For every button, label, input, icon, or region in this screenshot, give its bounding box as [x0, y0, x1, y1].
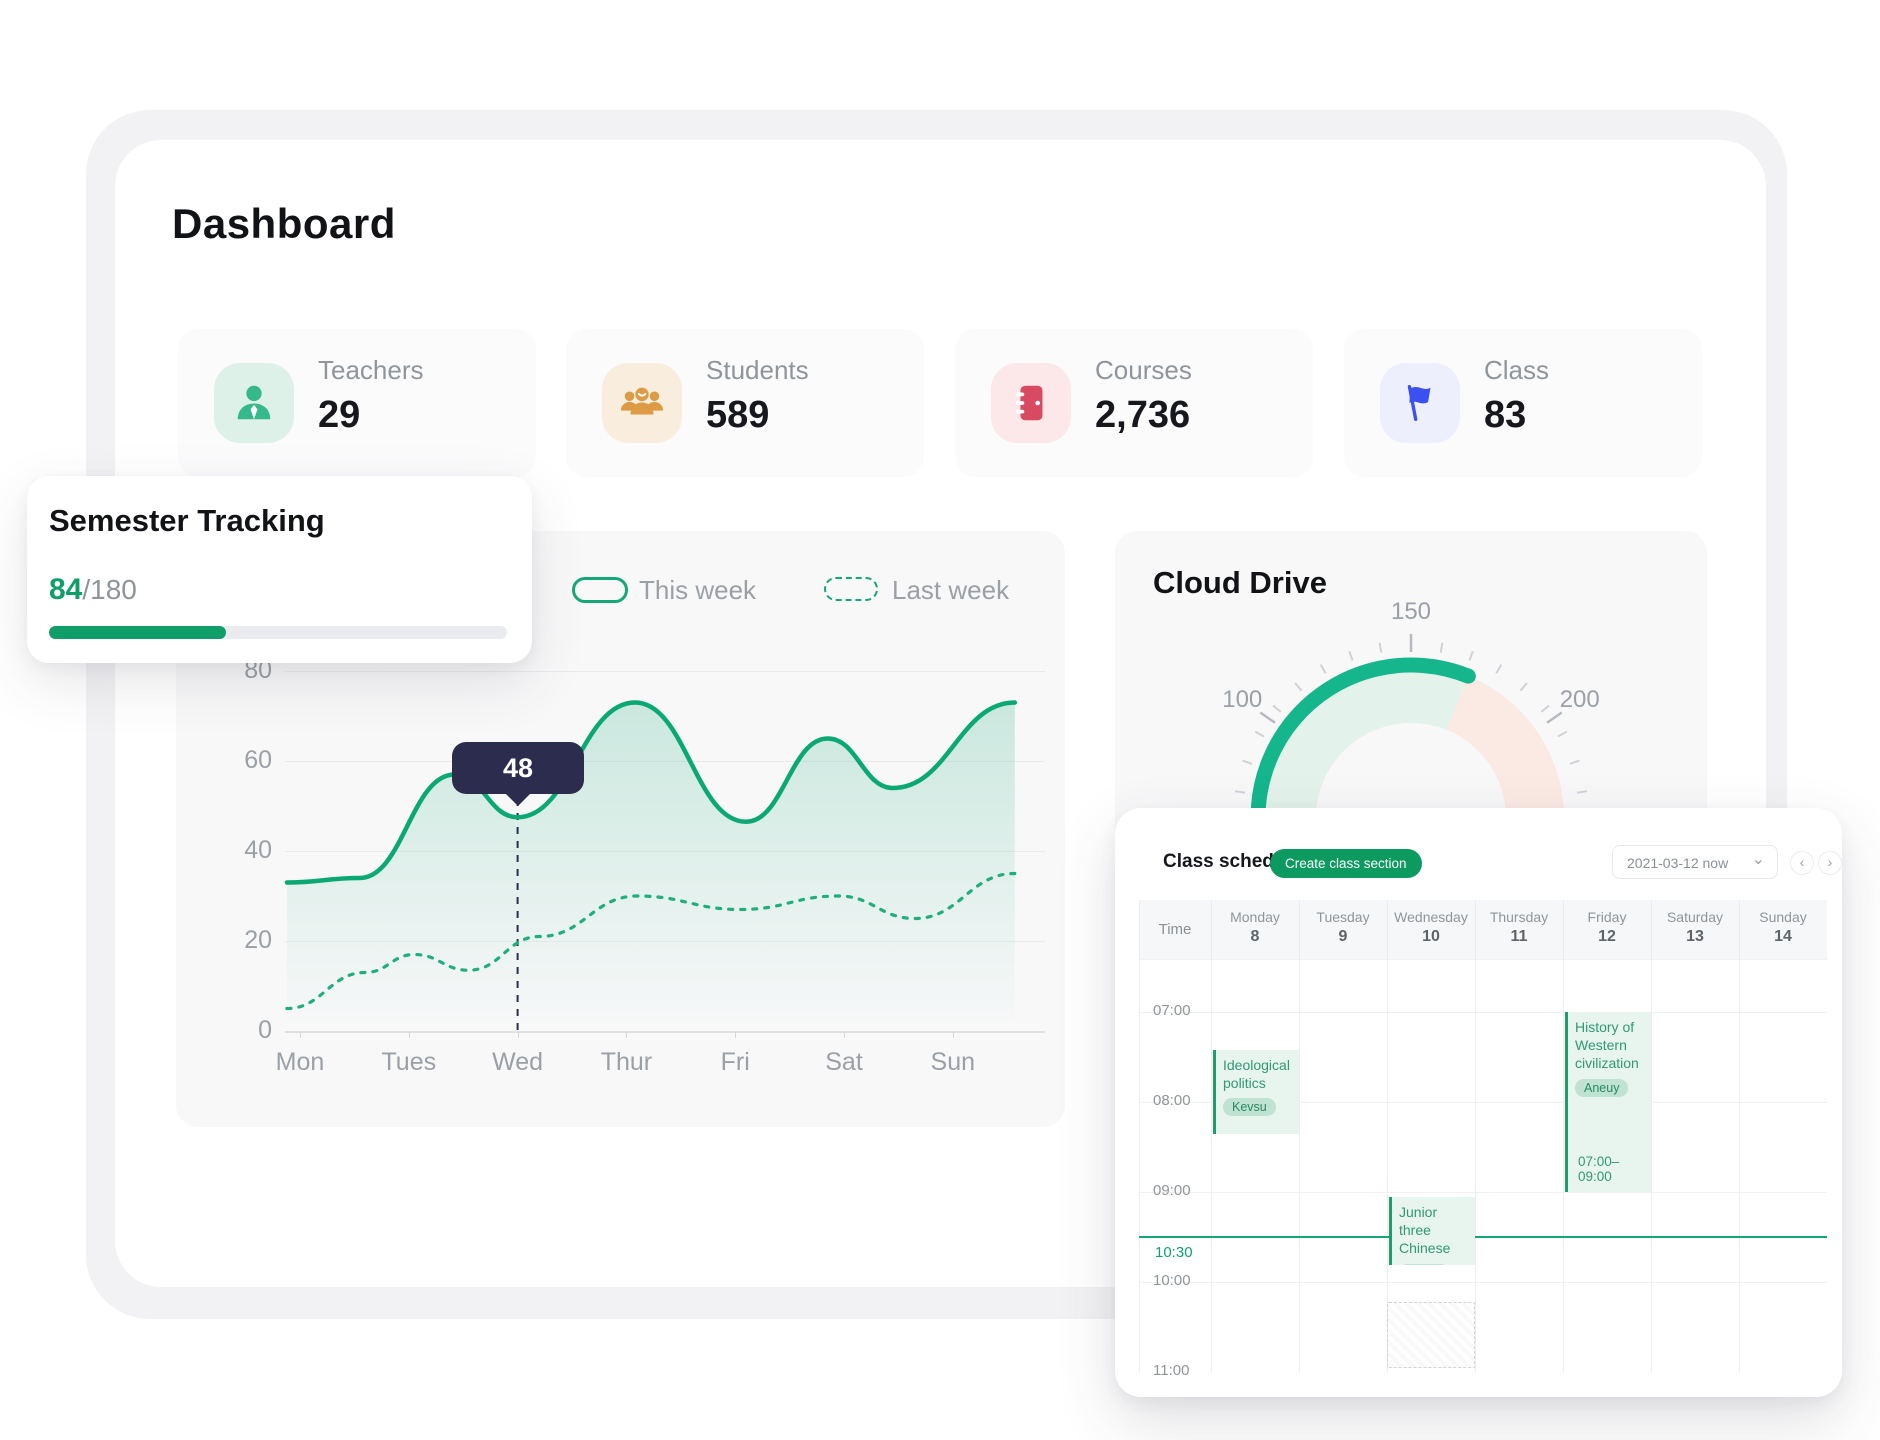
- stat-card-class: Class 83: [1344, 329, 1702, 477]
- stat-card-courses: Courses 2,736: [955, 329, 1313, 477]
- chart-tooltip: 48: [452, 742, 584, 806]
- courses-notebook-icon: [991, 363, 1071, 443]
- x-tick-mark: [735, 1032, 737, 1038]
- hour-label: 10:00: [1153, 1272, 1191, 1289]
- day-header-wednesday: Wednesday 10: [1394, 909, 1468, 945]
- gauge-tick-label: 150: [1390, 598, 1432, 625]
- event-badge: Aneuy: [1575, 1078, 1629, 1097]
- event-junior-three-chinese[interactable]: Junior three Chinese Dived: [1389, 1197, 1475, 1265]
- x-tick-mark: [626, 1032, 628, 1038]
- semester-progress-count: 84/180: [49, 573, 137, 607]
- weekly-chart-panel: This week Last week 48 0 20 40 60 80 Mon Tues W…: [176, 531, 1065, 1127]
- x-tick-mark: [844, 1032, 845, 1038]
- semester-tracking-title: Semester Tracking: [49, 503, 325, 538]
- x-tick-label: Tues: [381, 1048, 437, 1076]
- current-time-line: [1139, 1236, 1827, 1238]
- x-tick-label: Fri: [720, 1048, 750, 1076]
- stat-label: Students: [706, 355, 809, 385]
- hour-label: 11:00: [1153, 1362, 1190, 1379]
- x-tick-label: Sun: [930, 1048, 976, 1076]
- x-tick-label: Mon: [275, 1048, 325, 1076]
- create-class-section-button[interactable]: Create class section: [1270, 849, 1422, 878]
- y-tick-label: 40: [244, 836, 272, 864]
- day-header-tuesday: Tuesday 9: [1316, 909, 1370, 945]
- x-tick-mark: [300, 1032, 301, 1038]
- time-column-header: Time: [1158, 921, 1192, 938]
- stat-value: 83: [1484, 394, 1527, 436]
- event-badge: Dived: [1399, 1263, 1449, 1265]
- event-badge: Kevsu: [1223, 1098, 1276, 1117]
- legend-this-week-swatch[interactable]: [572, 577, 628, 603]
- y-tick-label: 60: [244, 746, 272, 774]
- x-tick-label: Thur: [600, 1048, 653, 1076]
- hour-label: 07:00: [1153, 1002, 1191, 1019]
- semester-progress-fill: [49, 626, 226, 639]
- current-time-label: 10:30: [1155, 1244, 1193, 1261]
- gauge-tick-label: 100: [1222, 685, 1263, 713]
- prev-week-button[interactable]: ‹: [1790, 851, 1814, 875]
- hour-label: 09:00: [1153, 1182, 1191, 1199]
- legend-last-week-swatch[interactable]: [824, 577, 878, 601]
- x-tick-mark: [408, 1032, 410, 1038]
- gauge-tick-label: 200: [1559, 685, 1600, 713]
- x-tick-label: Wed: [492, 1048, 544, 1076]
- cloud-drive-title: Cloud Drive: [1153, 565, 1327, 600]
- stat-value: 589: [706, 394, 770, 436]
- class-flag-icon: [1380, 363, 1460, 443]
- x-tick-mark: [517, 1032, 519, 1038]
- page-title: Dashboard: [172, 200, 396, 247]
- legend-last-week-label[interactable]: Last week: [892, 575, 1010, 605]
- y-tick-label: 0: [258, 1016, 272, 1044]
- date-range-select[interactable]: 2021-03-12 now ⌄: [1612, 845, 1778, 879]
- class-schedule-title: Class schedule: [1163, 851, 1302, 872]
- schedule-grid: 07:00 08:00 09:00 10:00 11:00 10:30 Ideo…: [1139, 959, 1827, 1379]
- next-week-button[interactable]: ›: [1818, 851, 1842, 875]
- semester-tracking-card: Semester Tracking 84/180: [27, 476, 532, 663]
- day-header-thursday: Thursday 11: [1489, 909, 1549, 945]
- day-header-friday: Friday 12: [1587, 909, 1627, 945]
- day-header-saturday: Saturday 13: [1666, 909, 1724, 945]
- teacher-icon: [214, 363, 294, 443]
- stat-value: 29: [318, 394, 361, 436]
- schedule-day-header: Time Monday 8 Tuesday 9 Wednesday 10 Thursd…: [1139, 900, 1827, 959]
- y-tick-label: 20: [244, 926, 272, 954]
- event-time-range: 07:00–09:00: [1578, 1154, 1620, 1184]
- x-axis-line: [285, 1031, 1045, 1033]
- stat-value: 2,736: [1095, 394, 1191, 436]
- semester-current: 84: [49, 573, 83, 606]
- x-tick-label: Sat: [825, 1048, 863, 1076]
- semester-progress-bar: [49, 626, 507, 639]
- x-tick-mark: [952, 1032, 954, 1038]
- stat-label: Courses: [1095, 355, 1192, 385]
- day-header-monday: Monday 8: [1230, 909, 1280, 945]
- stat-card-students: Students 589: [566, 329, 924, 477]
- students-icon: [602, 363, 682, 443]
- gridline: [285, 671, 1045, 672]
- empty-slot-placeholder[interactable]: [1387, 1302, 1475, 1368]
- legend-this-week-label[interactable]: This week: [639, 575, 757, 605]
- event-history-western-civilization[interactable]: History of Western civilization Aneuy 07…: [1565, 1012, 1651, 1192]
- day-header-sunday: Sunday 14: [1759, 909, 1807, 945]
- chevron-down-icon: ⌄: [1751, 851, 1765, 868]
- hour-label: 08:00: [1153, 1092, 1191, 1109]
- class-schedule-panel: Class schedule Create class section 2021…: [1115, 808, 1842, 1397]
- stat-card-teachers: Teachers 29: [178, 329, 536, 477]
- semester-total: /180: [82, 574, 137, 605]
- stat-label: Class: [1484, 355, 1550, 385]
- stat-label: Teachers: [318, 355, 424, 385]
- event-ideological-politics[interactable]: Ideological politics Kevsu: [1213, 1050, 1299, 1134]
- date-range-value: 2021-03-12 now: [1627, 855, 1729, 871]
